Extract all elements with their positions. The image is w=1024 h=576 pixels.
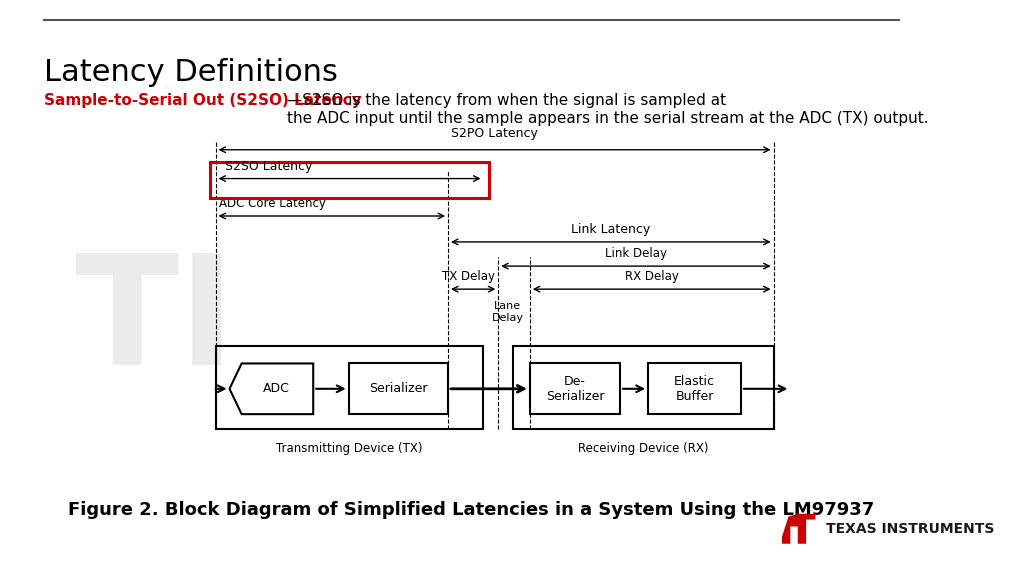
Text: S2PO Latency: S2PO Latency (452, 127, 538, 140)
Text: —S2SO is the latency from when the signal is sampled at
the ADC input until the : —S2SO is the latency from when the signa… (287, 93, 929, 126)
Text: Serializer: Serializer (369, 382, 428, 395)
Text: Receiving Device (RX): Receiving Device (RX) (579, 442, 709, 455)
FancyBboxPatch shape (348, 363, 449, 414)
Text: Figure 2. Block Diagram of Simplified Latencies in a System Using the LM97937: Figure 2. Block Diagram of Simplified La… (69, 501, 874, 519)
Text: Elastic
Buffer: Elastic Buffer (674, 375, 715, 403)
Text: Latency Definitions: Latency Definitions (44, 58, 337, 86)
Text: S2SO Latency: S2SO Latency (225, 160, 312, 173)
Text: Transmitting Device (TX): Transmitting Device (TX) (276, 442, 423, 455)
Text: Link Delay: Link Delay (605, 247, 667, 260)
Polygon shape (782, 514, 815, 544)
Text: De-
Serializer: De- Serializer (546, 375, 604, 403)
Text: ADC: ADC (262, 382, 290, 395)
Text: Lane
Delay: Lane Delay (492, 301, 523, 323)
Text: TI: TI (75, 248, 236, 397)
FancyBboxPatch shape (529, 363, 621, 414)
Text: Link Latency: Link Latency (571, 223, 650, 236)
Polygon shape (229, 363, 313, 414)
FancyBboxPatch shape (648, 363, 741, 414)
Text: RX Delay: RX Delay (625, 270, 679, 283)
Text: TX Delay: TX Delay (442, 270, 495, 283)
Text: TEXAS INSTRUMENTS: TEXAS INSTRUMENTS (825, 522, 994, 536)
Text: Sample-to-Serial Out (S2SO) Latency: Sample-to-Serial Out (S2SO) Latency (44, 93, 361, 108)
Text: ADC Core Latency: ADC Core Latency (219, 197, 327, 210)
